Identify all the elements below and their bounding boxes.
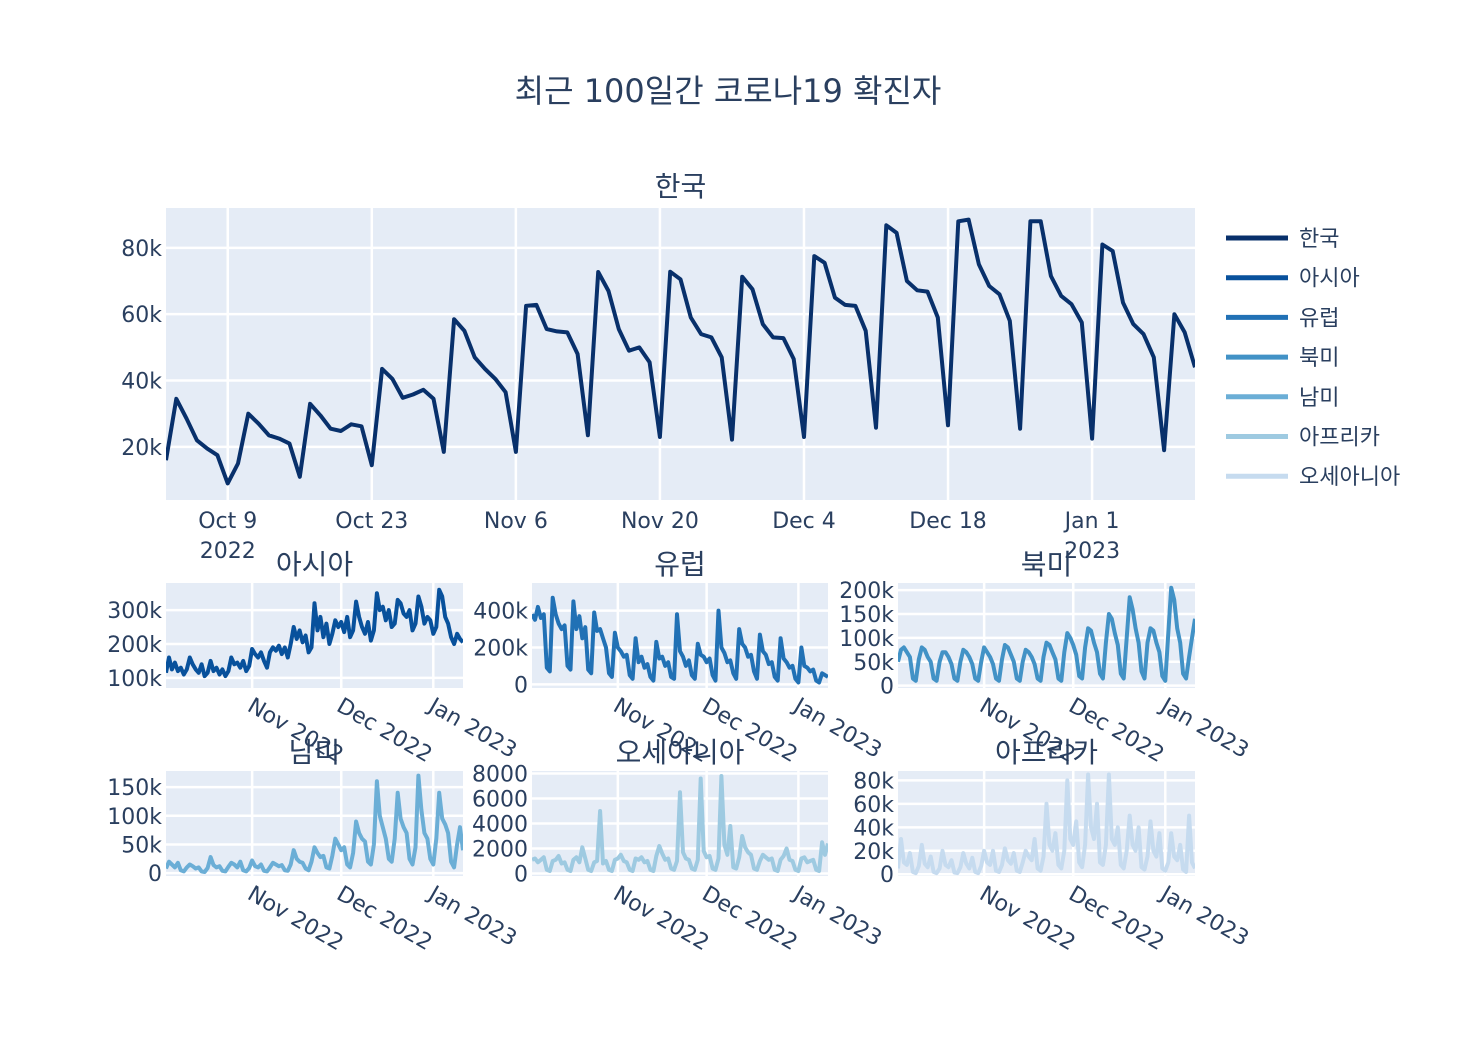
- y-tick-label: 8000: [472, 763, 528, 788]
- subplot-title-europe: 유럽: [654, 548, 706, 581]
- y-tick-label: 0: [514, 673, 528, 698]
- legend-label: 한국: [1299, 227, 1339, 252]
- y-tick-label: 400k: [473, 600, 528, 625]
- y-tick-label: 50k: [853, 651, 894, 676]
- x-tick-label: Jan 2023: [423, 693, 521, 764]
- x-tick-label: Nov 20: [621, 509, 699, 534]
- legend-item[interactable]: 오세아니아: [1226, 465, 1400, 490]
- x-tick-label: Oct 9: [198, 509, 257, 534]
- y-tick-label: 150k: [839, 603, 894, 628]
- subplot-title-oceania: 오세아니아: [616, 736, 745, 769]
- legend-label: 오세아니아: [1299, 465, 1400, 490]
- series-line-asia: [166, 587, 463, 679]
- y-tick-label: 150k: [107, 776, 162, 801]
- legend-label: 북미: [1299, 346, 1339, 371]
- legend-item[interactable]: 북미: [1226, 346, 1339, 371]
- subplot-korea: Oct 9 2022 Oct 23 Nov 6 Nov 20 Dec 4 Dec 18 Jan…: [121, 170, 1195, 564]
- series-line-korea: [166, 217, 1195, 486]
- x-tick-label: Dec 2022: [332, 882, 436, 956]
- x-tick-year-label: 2023: [1064, 539, 1120, 564]
- y-tick-label: 20k: [121, 436, 162, 461]
- x-tick-label: Jan 2023: [788, 693, 886, 764]
- y-tick-label: 100k: [107, 805, 162, 830]
- series-line-europe: [532, 595, 828, 685]
- y-tick-label: 60k: [853, 793, 894, 818]
- x-tick-label: Jan 2023: [423, 881, 521, 952]
- legend-label: 유럽: [1299, 306, 1339, 331]
- legend-item[interactable]: 한국: [1226, 227, 1339, 252]
- y-tick-label: 100k: [107, 667, 162, 692]
- y-tick-label: 0: [514, 863, 528, 888]
- chart-panels: Oct 9 2022 Oct 23 Nov 6 Nov 20 Dec 4 Dec 18 Jan…: [107, 170, 1252, 956]
- y-tick-label: 200k: [473, 636, 528, 661]
- y-tick-label: 100k: [839, 627, 894, 652]
- x-tick-label: Jan 2023: [1155, 693, 1253, 764]
- y-tick-label: 50k: [121, 833, 162, 858]
- y-tick-label: 40k: [853, 816, 894, 841]
- y-tick-label: 80k: [853, 769, 894, 794]
- legend-item[interactable]: 아프리카: [1226, 426, 1380, 451]
- legend-label: 남미: [1299, 386, 1339, 411]
- x-tick-label: Jan 2023: [788, 881, 886, 952]
- series-line-north_america: [898, 585, 1195, 683]
- x-tick-label: Dec 2022: [332, 694, 436, 768]
- subplot-title-south_america: 남미: [289, 736, 341, 769]
- legend-label: 아시아: [1299, 267, 1360, 292]
- x-tick-label: Nov 2022: [975, 882, 1079, 957]
- chart-title: 최근 100일간 코로나19 확진자: [515, 72, 942, 110]
- x-tick-label: Dec 2022: [1064, 882, 1168, 956]
- legend-item[interactable]: 남미: [1226, 386, 1339, 411]
- series-line-africa: [898, 772, 1195, 876]
- subplot-title-korea: 한국: [655, 170, 707, 203]
- y-tick-label: 0: [148, 862, 162, 887]
- x-tick-label: Nov 2022: [609, 882, 713, 957]
- x-tick-label: Jan 2023: [1155, 881, 1253, 952]
- subplot-title-north_america: 북미: [1021, 548, 1073, 581]
- x-tick-label: Oct 23: [335, 509, 408, 534]
- x-tick-label: Nov 2022: [243, 882, 347, 957]
- subplot-title-asia: 아시아: [276, 548, 353, 581]
- y-tick-label: 80k: [121, 237, 162, 262]
- legend-item[interactable]: 아시아: [1226, 267, 1360, 292]
- series-line-oceania: [532, 774, 828, 873]
- y-tick-label: 0: [880, 863, 894, 888]
- subplot-title-africa: 아프리카: [995, 736, 1098, 769]
- y-tick-label: 2000: [472, 838, 528, 863]
- x-tick-label: Jan 1: [1063, 509, 1120, 534]
- legend-item[interactable]: 유럽: [1226, 306, 1339, 331]
- x-tick-label: Nov 6: [484, 509, 548, 534]
- y-tick-label: 200k: [839, 579, 894, 604]
- y-tick-label: 20k: [853, 840, 894, 865]
- legend-label: 아프리카: [1299, 426, 1380, 451]
- y-tick-label: 6000: [472, 788, 528, 813]
- y-tick-label: 60k: [121, 303, 162, 328]
- x-tick-year-label: 2022: [200, 539, 256, 564]
- plot-area-korea: [166, 208, 1195, 500]
- y-tick-label: 40k: [121, 370, 162, 395]
- y-tick-label: 0: [880, 675, 894, 700]
- x-tick-label: Dec 2022: [698, 882, 802, 956]
- y-tick-label: 200k: [107, 633, 162, 658]
- x-tick-label: Dec 4: [772, 509, 836, 534]
- series-line-south_america: [166, 773, 463, 874]
- y-tick-label: 300k: [107, 599, 162, 624]
- y-tick-label: 4000: [472, 813, 528, 838]
- x-tick-label: Dec 18: [909, 509, 987, 534]
